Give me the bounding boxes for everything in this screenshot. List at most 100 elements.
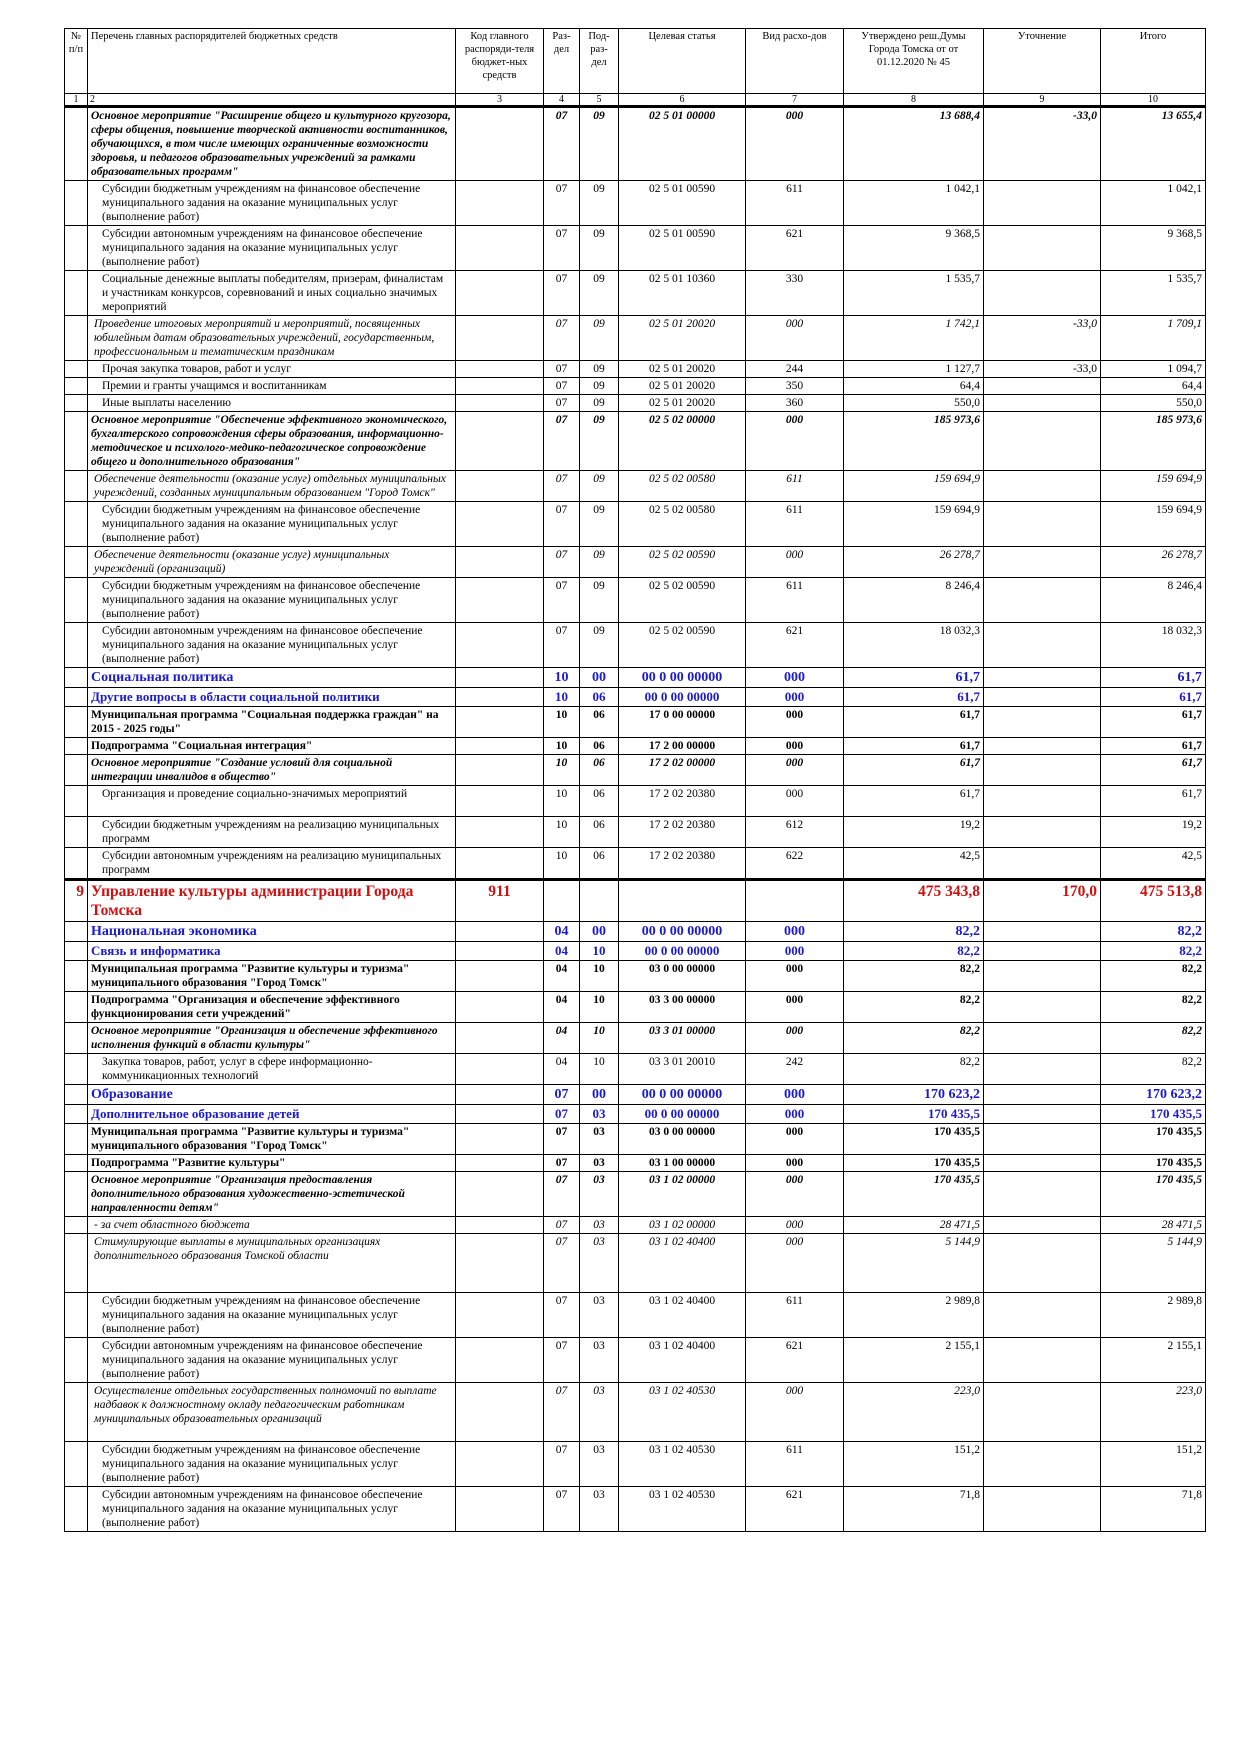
table-cell bbox=[64, 360, 88, 378]
table-cell bbox=[983, 470, 1101, 502]
table-cell: Муниципальная программа "Развитие культу… bbox=[87, 960, 456, 992]
table-cell: 330 bbox=[745, 270, 844, 316]
table-cell: 13 688,4 bbox=[843, 106, 984, 181]
table-cell: Муниципальная программа "Развитие культу… bbox=[87, 1123, 456, 1155]
table-cell: 07 bbox=[543, 225, 580, 271]
table-cell: 04 bbox=[543, 1022, 580, 1054]
table-cell: 09 bbox=[579, 411, 619, 471]
table-cell: Основное мероприятие "Организация предос… bbox=[87, 1171, 456, 1217]
table-row: Основное мероприятие "Обеспечение эффект… bbox=[64, 411, 1206, 471]
table-cell: 10 bbox=[543, 706, 580, 738]
table-cell bbox=[983, 687, 1101, 707]
table-cell: 1 709,1 bbox=[1100, 315, 1206, 361]
table-cell bbox=[983, 1233, 1101, 1293]
table-cell: 03 bbox=[579, 1154, 619, 1172]
table-cell: Субсидии автономным учреждениям на финан… bbox=[87, 225, 456, 271]
table-cell: 03 1 02 40530 bbox=[618, 1441, 746, 1487]
table-cell: 03 bbox=[579, 1337, 619, 1383]
table-row: 1 2 3 4 5 6 7 8 9 10 bbox=[64, 93, 1206, 108]
table-cell: Социальные денежные выплаты победителям,… bbox=[87, 270, 456, 316]
table-cell: 03 1 02 40400 bbox=[618, 1233, 746, 1293]
table-cell: 10 bbox=[543, 667, 580, 688]
table-row: Иные выплаты населению 07 09 02 5 01 20020 3… bbox=[64, 394, 1206, 412]
table-cell: 82,2 bbox=[1100, 1022, 1206, 1054]
budget-table: № п/п Перечень главных распорядителей бюд… bbox=[64, 28, 1206, 1532]
table-cell: Подпрограмма "Социальная интеграция" bbox=[87, 737, 456, 755]
table-cell: 475 343,8 bbox=[843, 878, 984, 922]
table-row: - за счет областного бюджета 07 03 03 1 02 … bbox=[64, 1216, 1206, 1234]
table-cell: 621 bbox=[745, 1337, 844, 1383]
table-cell: 06 bbox=[579, 754, 619, 786]
table-cell: 10 bbox=[1100, 93, 1206, 108]
table-cell: 5 144,9 bbox=[1100, 1233, 1206, 1293]
table-cell bbox=[64, 667, 88, 688]
table-cell bbox=[64, 577, 88, 623]
table-cell bbox=[64, 225, 88, 271]
table-cell: Субсидии автономным учреждениям на финан… bbox=[87, 622, 456, 668]
table-cell bbox=[64, 411, 88, 471]
table-cell bbox=[983, 501, 1101, 547]
table-cell: 2 989,8 bbox=[843, 1292, 984, 1338]
table-cell: Вид расхо-дов bbox=[745, 28, 844, 94]
table-cell: 28 471,5 bbox=[843, 1216, 984, 1234]
table-cell: 9 368,5 bbox=[843, 225, 984, 271]
table-cell: 61,7 bbox=[1100, 737, 1206, 755]
table-cell bbox=[983, 816, 1101, 848]
table-cell bbox=[64, 960, 88, 992]
table-cell: 1 bbox=[64, 93, 88, 108]
table-cell: 71,8 bbox=[843, 1486, 984, 1532]
table-cell bbox=[455, 1123, 544, 1155]
table-cell: Субсидии бюджетным учреждениям на финанс… bbox=[87, 501, 456, 547]
table-cell: - за счет областного бюджета bbox=[87, 1216, 456, 1234]
table-cell: 159 694,9 bbox=[843, 501, 984, 547]
table-cell bbox=[455, 737, 544, 755]
table-cell: 19,2 bbox=[1100, 816, 1206, 848]
table-cell: 17 2 02 20380 bbox=[618, 785, 746, 817]
table-row: Субсидии автономным учреждениям на финан… bbox=[64, 1486, 1206, 1532]
table-cell bbox=[64, 1084, 88, 1105]
table-cell bbox=[455, 667, 544, 688]
table-cell: 82,2 bbox=[1100, 941, 1206, 961]
table-cell: 07 bbox=[543, 1337, 580, 1383]
table-cell: 10 bbox=[579, 1053, 619, 1085]
table-cell: 8 bbox=[843, 93, 984, 108]
table-cell bbox=[64, 501, 88, 547]
table-cell: 1 094,7 bbox=[1100, 360, 1206, 378]
table-cell: 6 bbox=[618, 93, 746, 108]
table-cell bbox=[64, 180, 88, 226]
table-cell bbox=[64, 470, 88, 502]
table-cell: 10 bbox=[543, 816, 580, 848]
table-cell: 61,7 bbox=[1100, 687, 1206, 707]
table-cell: Основное мероприятие "Организация и обес… bbox=[87, 1022, 456, 1054]
table-cell: 000 bbox=[745, 1216, 844, 1234]
table-cell bbox=[983, 180, 1101, 226]
table-cell: Субсидии бюджетным учреждениям на реализ… bbox=[87, 816, 456, 848]
table-cell bbox=[64, 991, 88, 1023]
table-cell: 159 694,9 bbox=[843, 470, 984, 502]
table-cell: 82,2 bbox=[843, 960, 984, 992]
table-cell: 159 694,9 bbox=[1100, 470, 1206, 502]
table-cell bbox=[983, 706, 1101, 738]
table-cell: 00 0 00 00000 bbox=[618, 1104, 746, 1124]
table-cell: 611 bbox=[745, 470, 844, 502]
table-cell bbox=[983, 1171, 1101, 1217]
table-row: Субсидии автономным учреждениям на финан… bbox=[64, 1337, 1206, 1383]
table-cell: 07 bbox=[543, 1154, 580, 1172]
table-cell: 07 bbox=[543, 1292, 580, 1338]
table-cell: 159 694,9 bbox=[1100, 501, 1206, 547]
table-cell: 170 435,5 bbox=[1100, 1123, 1206, 1155]
table-cell: 611 bbox=[745, 577, 844, 623]
table-cell bbox=[64, 921, 88, 942]
table-cell: 02 5 01 00590 bbox=[618, 225, 746, 271]
table-cell: 82,2 bbox=[1100, 991, 1206, 1023]
table-cell: 61,7 bbox=[843, 785, 984, 817]
table-cell: 170 435,5 bbox=[1100, 1104, 1206, 1124]
table-cell: 64,4 bbox=[1100, 377, 1206, 395]
table-cell: 61,7 bbox=[843, 706, 984, 738]
table-cell: Обеспечение деятельности (оказание услуг… bbox=[87, 546, 456, 578]
table-cell: Субсидии автономным учреждениям на реали… bbox=[87, 847, 456, 880]
table-cell bbox=[983, 1104, 1101, 1124]
table-cell bbox=[455, 225, 544, 271]
table-cell: 07 bbox=[543, 1104, 580, 1124]
table-cell: 550,0 bbox=[1100, 394, 1206, 412]
